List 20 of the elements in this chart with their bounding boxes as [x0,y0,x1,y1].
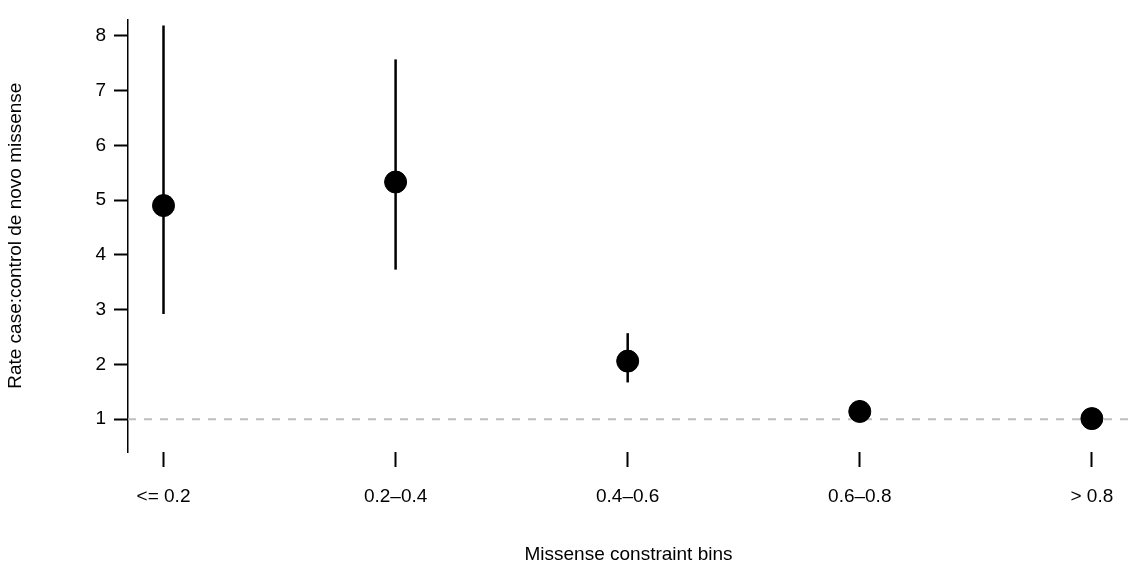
y-tick-label: 7 [95,78,106,100]
y-tick-label: 2 [95,352,106,374]
y-tick-label: 8 [95,24,106,46]
x-tick-label: 0.4–0.6 [595,484,660,506]
point [616,349,640,373]
y-tick-label: 5 [95,188,106,210]
point [384,170,408,194]
point [1080,407,1104,431]
point [848,399,872,423]
y-tick-label: 4 [95,243,107,265]
x-tick-label: 0.2–0.4 [363,484,428,506]
x-tick-label: 0.6–0.8 [828,484,892,506]
y-tick-label: 3 [95,297,106,319]
x-axis-title: Missense constraint bins [524,542,733,564]
point [152,194,176,218]
x-tick-label: > 0.8 [1070,484,1114,506]
y-tick-label: 1 [95,407,106,429]
y-tick-label: 6 [95,133,106,155]
y-axis-title: Rate case:control de novo missense [3,82,25,389]
x-tick-label: <= 0.2 [136,484,191,506]
